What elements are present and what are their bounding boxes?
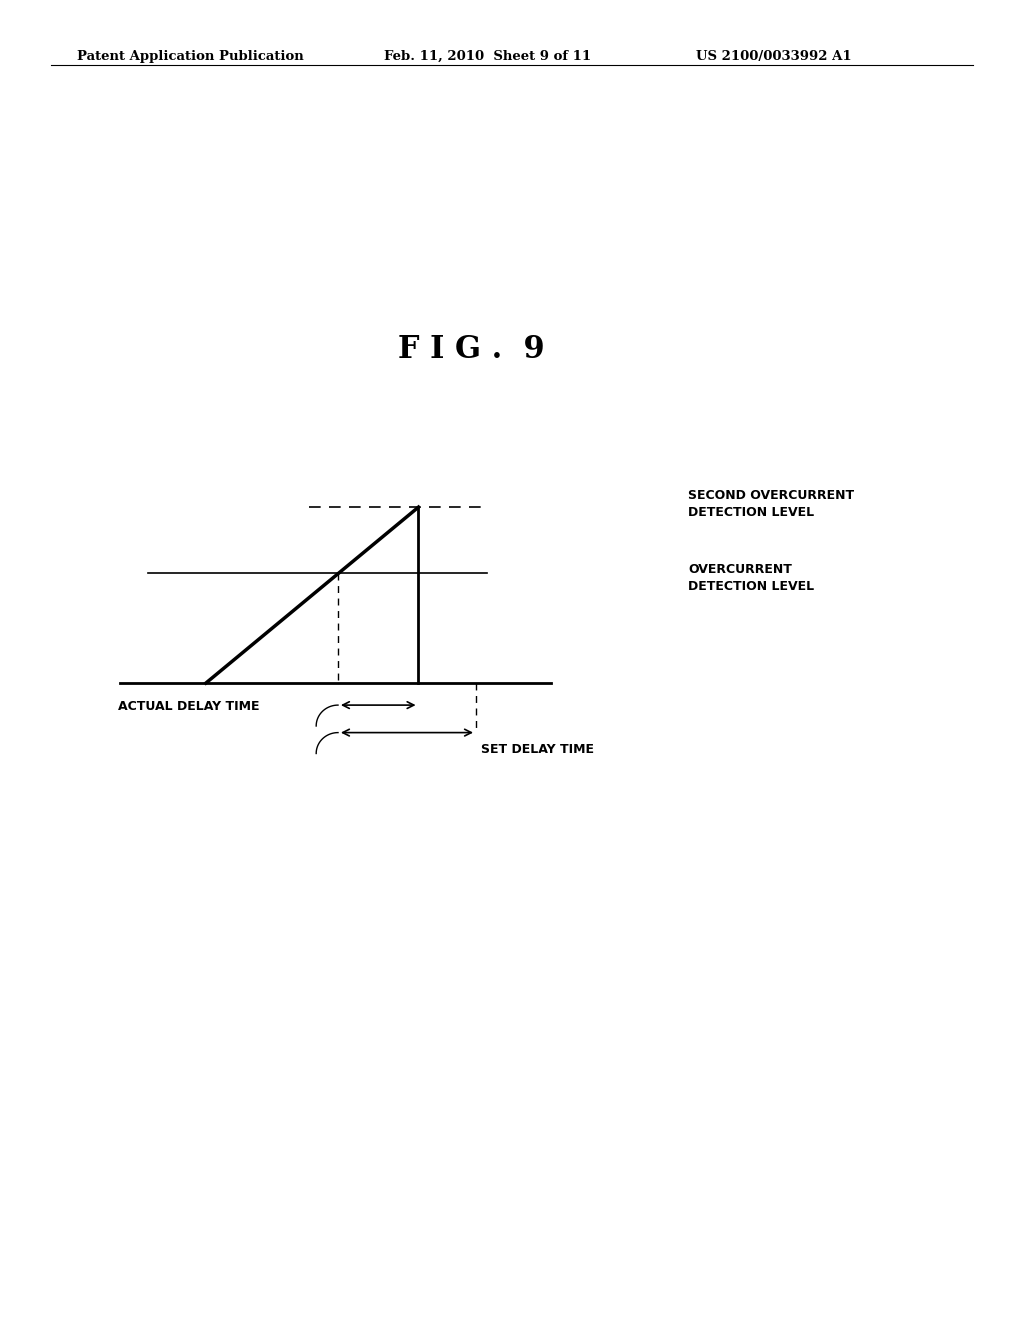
Text: SECOND OVERCURRENT
DETECTION LEVEL: SECOND OVERCURRENT DETECTION LEVEL xyxy=(688,490,854,519)
Text: OVERCURRENT
DETECTION LEVEL: OVERCURRENT DETECTION LEVEL xyxy=(688,564,814,593)
Text: SET DELAY TIME: SET DELAY TIME xyxy=(481,743,594,756)
Text: US 2100/0033992 A1: US 2100/0033992 A1 xyxy=(696,50,852,63)
Text: Patent Application Publication: Patent Application Publication xyxy=(77,50,303,63)
Text: Feb. 11, 2010  Sheet 9 of 11: Feb. 11, 2010 Sheet 9 of 11 xyxy=(384,50,591,63)
Text: ACTUAL DELAY TIME: ACTUAL DELAY TIME xyxy=(118,700,259,713)
Text: F I G .  9: F I G . 9 xyxy=(397,334,545,366)
